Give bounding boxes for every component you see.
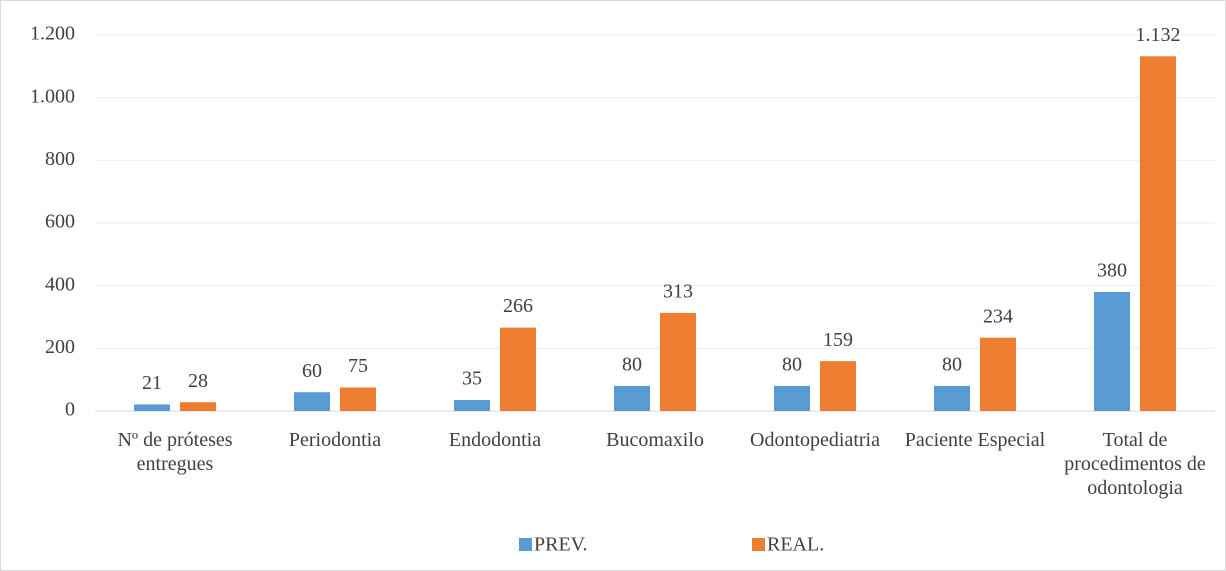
legend-label: PREV. bbox=[534, 534, 588, 556]
x-tick-label: Paciente Especial bbox=[904, 429, 1046, 451]
data-label: 60 bbox=[302, 360, 322, 382]
legend-swatch bbox=[752, 538, 765, 551]
x-tick-label: Nº de próteses entregues bbox=[117, 429, 233, 475]
x-tick-label: Bucomaxilo bbox=[606, 429, 704, 451]
x-tick-label: Endodontia bbox=[448, 429, 542, 451]
bar bbox=[614, 385, 650, 411]
data-label: 75 bbox=[348, 355, 368, 377]
x-tick-label: Total de procedimentos de odontologia bbox=[1064, 429, 1206, 499]
data-label: 266 bbox=[503, 295, 533, 317]
y-tick-label: 1.200 bbox=[30, 23, 75, 45]
x-tick-label: Periodontia bbox=[288, 429, 382, 451]
bar bbox=[180, 402, 216, 411]
data-label: 35 bbox=[462, 368, 482, 390]
data-label: 159 bbox=[823, 329, 853, 351]
y-tick-label: 0 bbox=[65, 399, 75, 421]
bar bbox=[1140, 56, 1176, 411]
bar bbox=[134, 404, 170, 411]
bar bbox=[820, 361, 856, 411]
legend-swatch bbox=[519, 538, 532, 551]
data-label: 1.132 bbox=[1136, 24, 1181, 46]
bar bbox=[294, 392, 330, 411]
y-tick-label: 800 bbox=[45, 148, 75, 170]
y-tick-label: 600 bbox=[45, 211, 75, 233]
legend-label: REAL. bbox=[767, 534, 824, 556]
bar bbox=[660, 312, 696, 411]
data-label: 80 bbox=[782, 354, 802, 376]
data-label: 313 bbox=[663, 281, 693, 303]
y-tick-label: 1.000 bbox=[30, 85, 75, 107]
x-tick-label: Odontopediatria bbox=[750, 429, 880, 451]
y-tick-label: 400 bbox=[45, 273, 75, 295]
data-label: 21 bbox=[142, 372, 162, 394]
data-label: 80 bbox=[942, 354, 962, 376]
data-label: 80 bbox=[622, 354, 642, 376]
bar bbox=[980, 337, 1016, 411]
data-label: 234 bbox=[983, 305, 1013, 327]
data-label: 28 bbox=[188, 370, 208, 392]
bar bbox=[774, 385, 810, 411]
y-tick-label: 200 bbox=[45, 336, 75, 358]
bar bbox=[454, 400, 490, 411]
bar bbox=[1094, 291, 1130, 411]
bar bbox=[500, 327, 536, 411]
bar bbox=[934, 385, 970, 411]
data-label: 380 bbox=[1097, 260, 1127, 282]
bar bbox=[340, 387, 376, 411]
